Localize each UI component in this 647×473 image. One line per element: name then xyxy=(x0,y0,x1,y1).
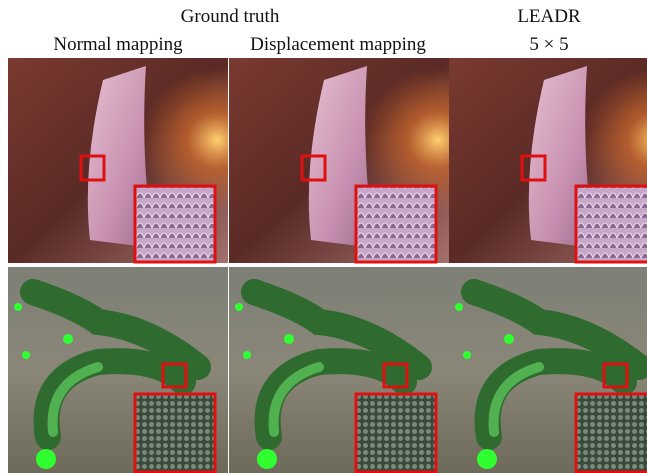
image-panel xyxy=(229,267,449,473)
column-label: Normal mapping xyxy=(53,34,183,55)
column-label: Displacement mapping xyxy=(250,34,426,55)
image-panel xyxy=(6,56,230,265)
method-title: LEADR xyxy=(517,6,581,27)
column-label: 5 × 5 xyxy=(529,34,569,55)
image-panel xyxy=(227,56,451,265)
image-panel xyxy=(8,267,228,473)
image-panel xyxy=(447,56,647,265)
image-panel xyxy=(449,267,647,473)
group-title: Ground truth xyxy=(180,6,280,27)
